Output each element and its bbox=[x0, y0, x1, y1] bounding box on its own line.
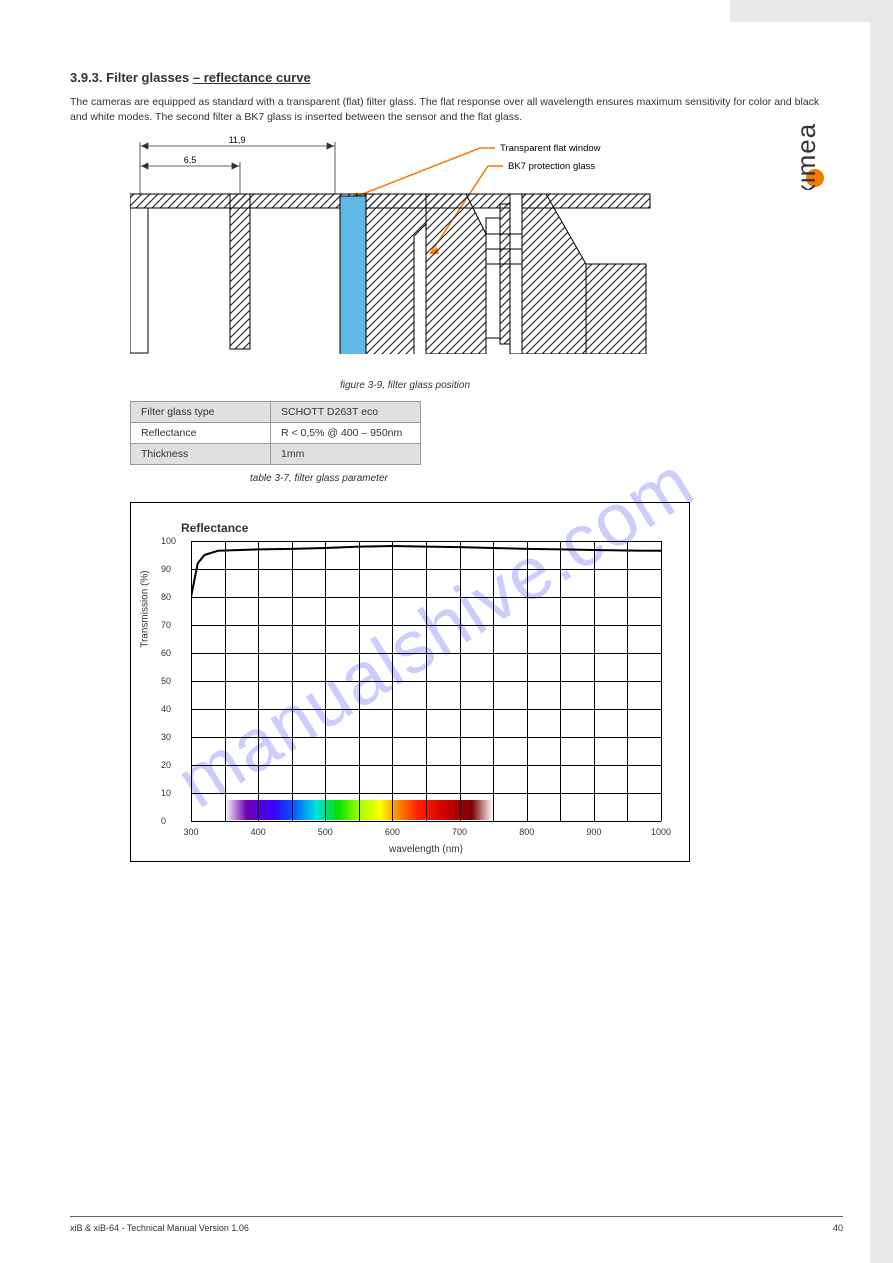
svg-text:ximea: ximea bbox=[800, 123, 821, 190]
y-tick-label: 80 bbox=[161, 592, 171, 602]
y-tick-label: 20 bbox=[161, 760, 171, 770]
x-tick-label: 1000 bbox=[651, 827, 671, 837]
table-cell-value: R < 0,5% @ 400 – 950nm bbox=[271, 423, 421, 444]
y-tick-label: 100 bbox=[161, 536, 176, 546]
y-tick-label: 30 bbox=[161, 732, 171, 742]
footer-left: xiB & xiB-64 - Technical Manual Version … bbox=[70, 1223, 249, 1233]
x-tick-label: 800 bbox=[519, 827, 534, 837]
gridline-h bbox=[191, 569, 661, 570]
y-tick-label: 40 bbox=[161, 704, 171, 714]
x-tick-label: 300 bbox=[183, 827, 198, 837]
page-content: ximea manualshive.com 3.9.3. Filter glas… bbox=[0, 0, 870, 1263]
section-number: 3.9.3. bbox=[70, 70, 103, 85]
gridline-h bbox=[191, 597, 661, 598]
dim-left: 6,5 bbox=[184, 155, 197, 165]
gridline-h bbox=[191, 681, 661, 682]
table-caption: table 3-7, filter glass parameter bbox=[130, 473, 820, 484]
y-tick-label: 50 bbox=[161, 676, 171, 686]
y-tick-label: 0 bbox=[161, 816, 166, 826]
section-heading: 3.9.3. Filter glasses – reflectance curv… bbox=[70, 70, 820, 85]
chart-title: Reflectance bbox=[181, 521, 671, 535]
y-tick-label: 90 bbox=[161, 564, 171, 574]
x-tick-label: 600 bbox=[385, 827, 400, 837]
x-tick-label: 900 bbox=[586, 827, 601, 837]
x-tick-label: 700 bbox=[452, 827, 467, 837]
gridline-h bbox=[191, 709, 661, 710]
table-row: Thickness1mm bbox=[131, 444, 421, 465]
callout-top: Transparent flat window bbox=[500, 143, 601, 154]
page-footer: xiB & xiB-64 - Technical Manual Version … bbox=[70, 1216, 843, 1233]
gridline-h bbox=[191, 653, 661, 654]
ximea-logo: ximea bbox=[800, 30, 830, 190]
y-tick-label: 70 bbox=[161, 620, 171, 630]
cross-section-diagram: 11,9 6,5 Transparent flat window BK7 pro… bbox=[130, 134, 680, 391]
gridline-v bbox=[661, 541, 662, 821]
table-cell-key: Thickness bbox=[131, 444, 271, 465]
page-side-margin bbox=[870, 0, 893, 1263]
gridline-h bbox=[191, 793, 661, 794]
y-tick-label: 10 bbox=[161, 788, 171, 798]
gridline-h bbox=[191, 765, 661, 766]
table-cell-key: Reflectance bbox=[131, 423, 271, 444]
table-row: Filter glass typeSCHOTT D263T eco bbox=[131, 402, 421, 423]
chart-plot-area: Transmission (%) wavelength (nm) 3004005… bbox=[191, 541, 661, 821]
gridline-h bbox=[191, 737, 661, 738]
table-row: ReflectanceR < 0,5% @ 400 – 950nm bbox=[131, 423, 421, 444]
reflectance-chart: Reflectance Transmission (%) wavelength … bbox=[130, 502, 690, 862]
callout-bottom: BK7 protection glass bbox=[508, 161, 595, 172]
table-cell-value: 1mm bbox=[271, 444, 421, 465]
footer-page-number: 40 bbox=[833, 1223, 843, 1233]
x-tick-label: 500 bbox=[318, 827, 333, 837]
gridline-h bbox=[191, 541, 661, 542]
x-axis-label: wavelength (nm) bbox=[389, 844, 463, 855]
gridline-h bbox=[191, 625, 661, 626]
table-cell-key: Filter glass type bbox=[131, 402, 271, 423]
y-tick-label: 60 bbox=[161, 648, 171, 658]
filter-glass-table: Filter glass typeSCHOTT D263T ecoReflect… bbox=[130, 401, 421, 465]
intro-paragraph: The cameras are equipped as standard wit… bbox=[70, 95, 820, 124]
table-cell-value: SCHOTT D263T eco bbox=[271, 402, 421, 423]
x-tick-label: 400 bbox=[251, 827, 266, 837]
dim-right: 11,9 bbox=[229, 135, 246, 145]
section-title-plain: Filter glasses bbox=[106, 70, 193, 85]
gridline-h bbox=[191, 821, 661, 822]
y-axis-label: Transmission (%) bbox=[140, 571, 151, 648]
figure-caption: figure 3-9, filter glass position bbox=[130, 380, 680, 391]
section-title-underline: – reflectance curve bbox=[193, 70, 311, 85]
